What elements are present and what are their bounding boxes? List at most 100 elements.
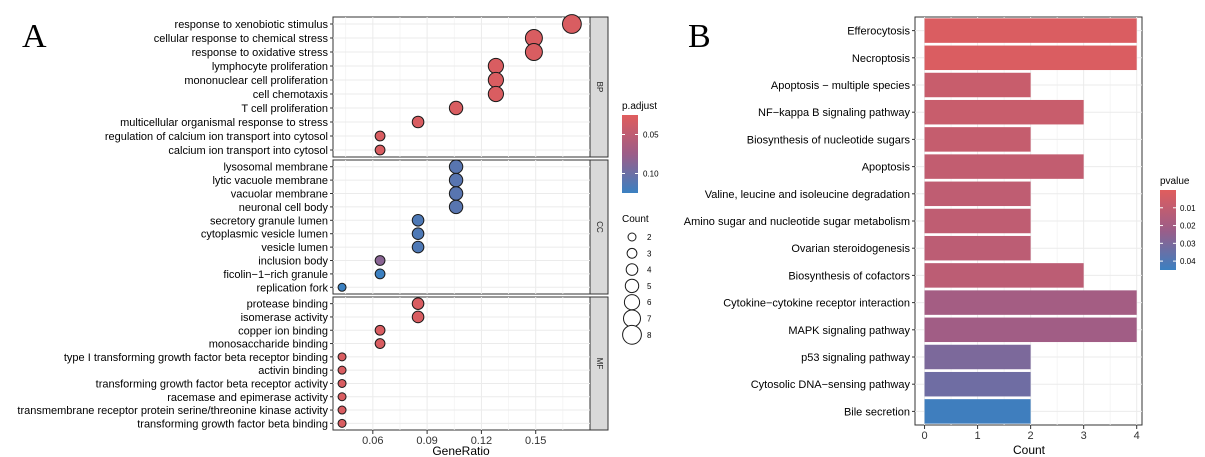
term-dot — [411, 310, 425, 324]
panel-letter-b: B — [688, 18, 711, 55]
kegg-barplot: Efferocytosis Necroptosis Apoptosis − mult… — [684, 16, 1143, 442]
term-label: vesicle lumen — [261, 242, 328, 254]
pvalue-colorbar — [1160, 190, 1176, 270]
term-label: transmembrane receptor protein serine/th… — [17, 405, 328, 417]
count-legend-circle — [623, 294, 641, 311]
pathway-bar — [924, 127, 1031, 152]
term-dot — [374, 255, 386, 266]
facet-strip-label: BP — [595, 82, 604, 93]
padj-legend-title: p.adjust — [622, 101, 657, 112]
x-tick-label: 0.06 — [362, 435, 383, 447]
term-dot — [374, 268, 386, 280]
x-tick-label: 3 — [1081, 430, 1087, 442]
pathway-label: Ovarian steroidogenesis — [791, 243, 910, 255]
term-label: isomerase activity — [241, 312, 329, 324]
count-legend-title: Count — [622, 214, 649, 225]
term-label: lysosomal membrane — [223, 162, 328, 174]
pathway-label: Efferocytosis — [847, 26, 910, 38]
pathway-bar — [924, 181, 1031, 207]
pvalue-legend-ticks: 0.01 0.02 0.03 0.04 — [1160, 204, 1196, 266]
term-dot — [337, 405, 347, 415]
x-tick-label: 2 — [1028, 430, 1034, 442]
panel-letter-a: A — [22, 18, 47, 55]
pathway-label: Apoptosis − multiple species — [771, 80, 911, 92]
count-legend-circle — [626, 247, 638, 259]
term-label: protease binding — [247, 299, 328, 311]
term-dot — [562, 14, 582, 34]
pathway-bar — [924, 45, 1137, 71]
term-dot — [448, 159, 464, 174]
term-label: secretory granule lumen — [210, 215, 328, 227]
facet-strip-label: CC — [595, 221, 604, 233]
pathway-bar — [924, 399, 1031, 424]
term-dot — [411, 240, 425, 254]
pathway-label: Apoptosis — [862, 162, 911, 174]
term-label: mononuclear cell proliferation — [184, 75, 328, 87]
term-label: response to oxidative stress — [192, 47, 329, 59]
pathway-bar — [924, 371, 1031, 397]
pathway-bar — [924, 18, 1137, 43]
padj-tick-label: 0.05 — [643, 131, 659, 140]
pathway-label: Biosynthesis of cofactors — [788, 270, 910, 282]
count-legend-label: 7 — [647, 315, 652, 324]
term-label: multicellular organismal response to str… — [120, 117, 328, 129]
term-label: replication fork — [256, 282, 328, 294]
term-label: activin binding — [258, 365, 328, 377]
facet-strip — [589, 159, 609, 295]
term-dot — [374, 130, 386, 142]
term-dot — [448, 172, 464, 188]
pathway-label: NF−kappa B signaling pathway — [758, 107, 910, 119]
term-label: transforming growth factor beta binding — [137, 418, 328, 430]
term-label: lytic vacuole membrane — [212, 175, 328, 187]
pathway-bar — [924, 72, 1031, 98]
term-label: transforming growth factor beta receptor… — [96, 378, 329, 390]
pathway-label: Amino sugar and nucleotide sugar metabol… — [684, 216, 910, 228]
pathway-label: MAPK signaling pathway — [788, 325, 910, 337]
term-dot — [411, 227, 425, 240]
term-dot — [337, 282, 347, 292]
facet-strip-label: MF — [595, 358, 604, 370]
barplot-x-axis-title: Count — [1013, 443, 1046, 457]
term-dot — [487, 85, 504, 103]
pathway-bar — [924, 263, 1084, 288]
term-dot — [411, 297, 425, 310]
term-label: inclusion body — [258, 256, 328, 268]
count-legend-label: 5 — [647, 282, 652, 291]
term-label: vacuolar membrane — [231, 189, 328, 201]
padj-colorbar — [622, 115, 638, 193]
pathway-label: Necroptosis — [852, 53, 911, 65]
facet-strip — [589, 296, 609, 431]
pvalue-legend-title: pvalue — [1160, 176, 1190, 187]
term-dot — [448, 199, 464, 215]
term-dot — [337, 378, 347, 388]
term-dot — [411, 115, 425, 129]
padj-legend-ticks: 0.05 0.10 — [622, 131, 659, 179]
x-tick-label: 1 — [975, 430, 981, 442]
pathway-bar — [924, 290, 1137, 315]
pvalue-tick-label: 0.03 — [1180, 239, 1196, 248]
term-dot — [374, 144, 386, 156]
term-label: calcium ion transport into cytosol — [168, 145, 328, 157]
pathway-bar — [924, 235, 1031, 261]
term-dot — [524, 43, 543, 61]
pvalue-tick-label: 0.04 — [1180, 257, 1196, 266]
term-dot — [374, 338, 386, 349]
count-legend-label: 4 — [647, 266, 652, 275]
term-label: cellular response to chemical stress — [154, 33, 329, 45]
facet-panel-border — [332, 296, 591, 431]
pvalue-tick-label: 0.02 — [1180, 222, 1196, 231]
term-label: lymphocyte proliferation — [212, 61, 328, 73]
term-label: copper ion binding — [238, 325, 328, 337]
x-tick-label: 0.15 — [525, 435, 546, 447]
term-dot — [337, 352, 347, 362]
pathway-label: Cytosolic DNA−sensing pathway — [751, 379, 911, 391]
count-legend: 2 3 4 5 6 7 8 — [622, 232, 652, 345]
pathway-label: Cytokine−cytokine receptor interaction — [723, 298, 910, 310]
term-dot — [487, 71, 504, 89]
term-label: neuronal cell body — [239, 202, 329, 214]
term-label: type I transforming growth factor beta r… — [64, 352, 328, 364]
count-legend-circle — [625, 263, 639, 276]
